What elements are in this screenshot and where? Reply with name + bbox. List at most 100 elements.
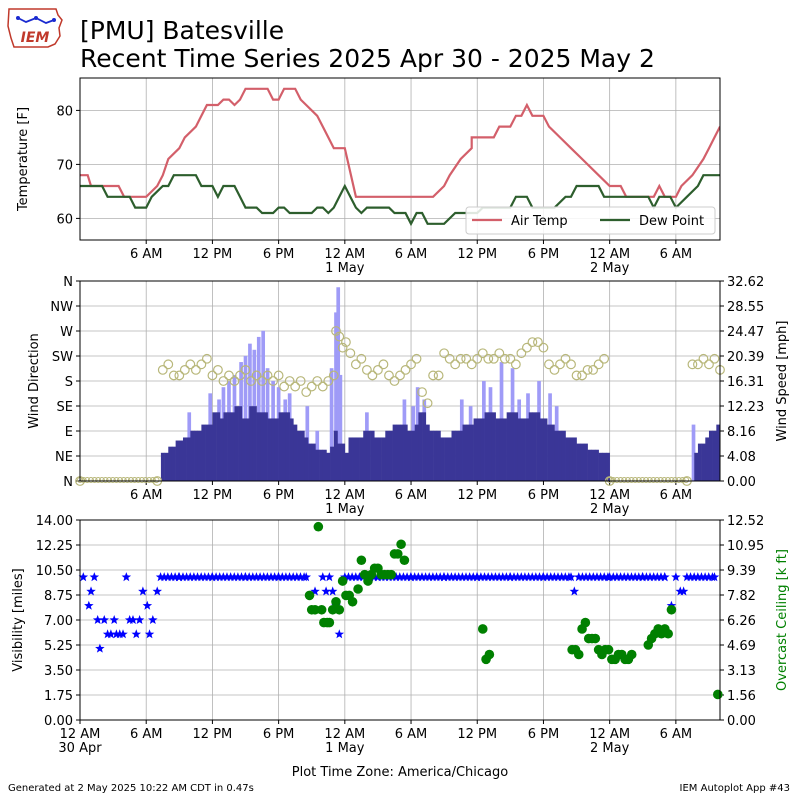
visibility-point	[634, 572, 644, 582]
visibility-point	[347, 572, 357, 582]
wind-direction-point	[521, 342, 532, 353]
visibility-point	[218, 572, 229, 582]
wind-speed-bar	[532, 412, 537, 481]
calm-direction-point	[643, 477, 650, 483]
calm-direction-point	[146, 477, 153, 483]
wind-speed-bar	[705, 437, 710, 481]
y2-tick-label: 6.26	[727, 614, 756, 629]
visibility-point	[255, 572, 265, 582]
wind-speed-bar	[337, 443, 342, 481]
visibility-point	[682, 572, 692, 582]
x-tick-label: 6 AM	[130, 247, 163, 262]
wind-speed-bar	[602, 452, 607, 481]
visibility-point	[608, 572, 619, 582]
visibility-point	[468, 572, 478, 582]
visibility-point	[391, 572, 401, 582]
visibility-point	[457, 572, 468, 582]
ceiling-point	[310, 604, 320, 615]
wind-direction-point	[207, 370, 218, 381]
y2-tick-label: 24.47	[727, 325, 764, 340]
wind-direction-point	[505, 353, 516, 364]
wind-direction-point	[538, 342, 549, 353]
wind-speed-bar	[521, 418, 526, 481]
visibility-point	[428, 572, 438, 582]
wind-speed-bar	[249, 406, 254, 481]
visibility-point	[277, 572, 287, 582]
chart-subtitle: Recent Time Series 2025 Apr 30 - 2025 Ma…	[80, 44, 655, 73]
wind-speed-bar	[297, 430, 301, 481]
wind-speed-bar	[594, 449, 599, 481]
visibility-point	[453, 572, 464, 582]
wind-speed-bar	[175, 440, 180, 481]
x-tick-label: 12 PM	[457, 727, 497, 742]
visibility-point	[343, 572, 354, 582]
wind-speed-bar	[550, 424, 555, 481]
calm-direction-point	[95, 477, 102, 483]
visibility-point	[170, 572, 180, 582]
calm-direction-point	[113, 477, 120, 483]
visibility-point	[251, 572, 262, 582]
calm-direction-point	[650, 477, 657, 483]
visibility-point	[527, 572, 537, 582]
wind-direction-point	[544, 359, 554, 370]
wind-direction-point	[483, 353, 494, 364]
calm-direction-point	[664, 477, 671, 483]
visibility-point	[310, 586, 320, 596]
visibility-point	[476, 572, 486, 582]
x-tick-label: 12 PM	[457, 488, 497, 503]
x-tick-label: 12 AM	[324, 488, 365, 503]
visibility-point	[443, 572, 453, 582]
visibility-point	[395, 572, 405, 582]
wind-speed-bar	[694, 452, 699, 481]
wind-speed-bar	[477, 418, 482, 481]
ceiling-point	[666, 604, 677, 615]
wind-direction-point	[516, 348, 527, 359]
ceiling-point	[324, 617, 335, 628]
wind-speed-bar	[179, 440, 184, 481]
wind-speed-bar	[355, 437, 360, 481]
wind-speed-bar	[308, 443, 313, 481]
visibility-point	[630, 572, 640, 582]
visibility-point	[174, 572, 184, 582]
calm-direction-point	[668, 477, 675, 483]
x-tick-sublabel: 1 May	[325, 741, 365, 756]
wind-speed-bar	[447, 437, 452, 481]
x-tick-label: 12 PM	[193, 247, 233, 262]
wind-direction-point	[378, 359, 389, 370]
y-tick-label: 8.75	[44, 589, 73, 604]
wind-direction-point	[323, 376, 334, 386]
wind-speed-bar	[388, 430, 393, 481]
calm-direction-point	[109, 477, 116, 483]
y-tick-label: 14.00	[36, 514, 73, 529]
wind-speed-bar	[598, 452, 603, 481]
y-tick-label: 5.25	[44, 639, 73, 654]
x-tick-label: 6 PM	[528, 488, 559, 503]
visibility-point	[520, 572, 530, 582]
wind-direction-point	[527, 337, 538, 348]
visibility-point	[556, 572, 567, 582]
y2-tick-label: 0.00	[727, 475, 756, 490]
wind-direction-point	[168, 370, 179, 381]
wind-speed-bar	[697, 443, 702, 481]
visibility-point	[84, 600, 94, 610]
visibility-point	[185, 572, 195, 582]
wind-direction-point	[450, 359, 461, 370]
wind-speed-bar	[469, 424, 474, 481]
ceiling-point	[392, 549, 403, 559]
wind-direction-point	[196, 359, 207, 370]
visibility-point	[595, 572, 606, 582]
ceiling-point	[313, 521, 324, 532]
wind-speed-bar	[716, 424, 721, 481]
wind-direction-point	[317, 381, 328, 392]
visibility-point	[599, 572, 609, 582]
calm-direction-point	[624, 477, 631, 483]
visibility-point	[269, 572, 280, 582]
visibility-point	[189, 572, 199, 582]
wind-direction-point	[687, 359, 698, 370]
wind-speed-bar	[186, 437, 191, 481]
visibility-point	[560, 572, 571, 582]
calm-direction-point	[106, 477, 113, 483]
wind-direction-point	[229, 376, 240, 386]
iem-logo: IEM	[6, 6, 64, 54]
wind-speed-bar	[352, 437, 357, 481]
